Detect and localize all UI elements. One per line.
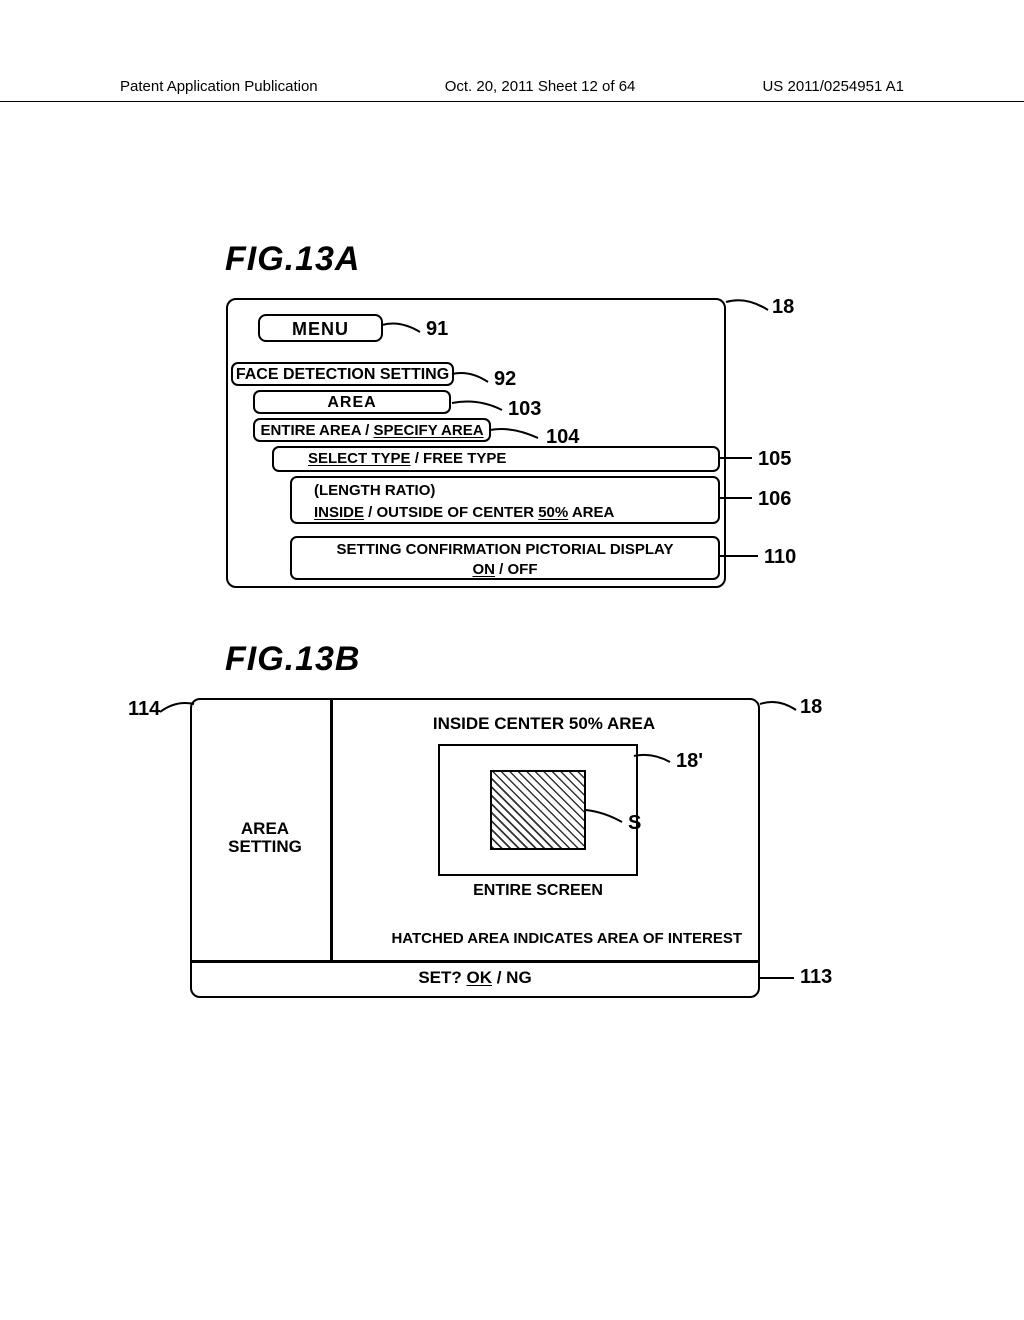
callout-106: 106: [758, 488, 791, 511]
fifty-label: 50%: [538, 504, 568, 521]
area-suffix: AREA: [568, 504, 614, 521]
callout-113: 113: [800, 966, 832, 989]
hatched-note: HATCHED AREA INDICATES AREA OF INTEREST: [330, 930, 752, 947]
callout-105: 105: [758, 448, 791, 471]
entire-screen-label: ENTIRE SCREEN: [438, 882, 638, 900]
set-label: SET?: [418, 968, 466, 987]
header-left: Patent Application Publication: [120, 78, 318, 95]
header-right: US 2011/0254951 A1: [762, 78, 904, 95]
panel-b-hdivider: [192, 960, 758, 963]
callout-18prime: 18': [676, 750, 703, 773]
menu-button[interactable]: MENU: [258, 314, 383, 342]
inside-center-title: INSIDE CENTER 50% AREA: [330, 714, 758, 734]
outside-label: / OUTSIDE OF CENTER: [364, 504, 538, 521]
callout-18b: 18: [800, 696, 822, 719]
header-center: Oct. 20, 2011 Sheet 12 of 64: [445, 78, 636, 95]
fig13b-leads: [0, 0, 1024, 1320]
inside-label: INSIDE: [314, 504, 364, 521]
fig13a-leads: [0, 0, 1024, 1320]
fig13b-label: FIG.13B: [225, 640, 360, 679]
fig13a-label: FIG.13A: [225, 240, 360, 279]
callout-103: 103: [508, 398, 541, 421]
area-setting-label: AREA SETTING: [210, 820, 320, 856]
ok-label: OK: [467, 968, 493, 987]
free-type-label: / FREE TYPE: [411, 450, 507, 467]
entire-area-label: ENTIRE AREA /: [260, 422, 373, 439]
callout-18a: 18: [772, 296, 794, 319]
panel-b-vdivider: [330, 700, 333, 960]
callout-s: S: [628, 812, 641, 835]
length-ratio-label: (LENGTH RATIO): [314, 480, 718, 502]
callout-110: 110: [764, 546, 796, 569]
on-label: ON: [473, 561, 496, 578]
callout-92: 92: [494, 368, 516, 391]
page-header: Patent Application Publication Oct. 20, …: [0, 78, 1024, 102]
select-free-toggle[interactable]: SELECT TYPE / FREE TYPE: [272, 446, 720, 472]
callout-104: 104: [546, 426, 579, 449]
entire-specify-toggle[interactable]: ENTIRE AREA / SPECIFY AREA: [253, 418, 491, 442]
callout-114: 114: [128, 698, 160, 721]
fig13a-panel: MENU FACE DETECTION SETTING AREA ENTIRE …: [226, 298, 726, 588]
length-ratio-box[interactable]: (LENGTH RATIO) INSIDE / OUTSIDE OF CENTE…: [290, 476, 720, 524]
callout-91: 91: [426, 318, 448, 341]
set-ok-ng-row[interactable]: SET? OK / NG: [192, 968, 758, 988]
off-label: / OFF: [495, 561, 538, 578]
confirm-label: SETTING CONFIRMATION PICTORIAL DISPLAY: [292, 540, 718, 560]
area-button[interactable]: AREA: [253, 390, 451, 414]
fig13b-panel: AREA SETTING INSIDE CENTER 50% AREA ENTI…: [190, 698, 760, 998]
confirm-display-box[interactable]: SETTING CONFIRMATION PICTORIAL DISPLAY O…: [290, 536, 720, 580]
specify-area-label: SPECIFY AREA: [374, 422, 484, 439]
hatched-area-box: [490, 770, 586, 850]
face-detection-setting-button[interactable]: FACE DETECTION SETTING: [231, 362, 454, 386]
select-type-label: SELECT TYPE: [308, 450, 411, 467]
inside-outside-row: INSIDE / OUTSIDE OF CENTER 50% AREA: [314, 502, 718, 524]
ng-label: / NG: [492, 968, 532, 987]
on-off-row: ON / OFF: [292, 560, 718, 580]
